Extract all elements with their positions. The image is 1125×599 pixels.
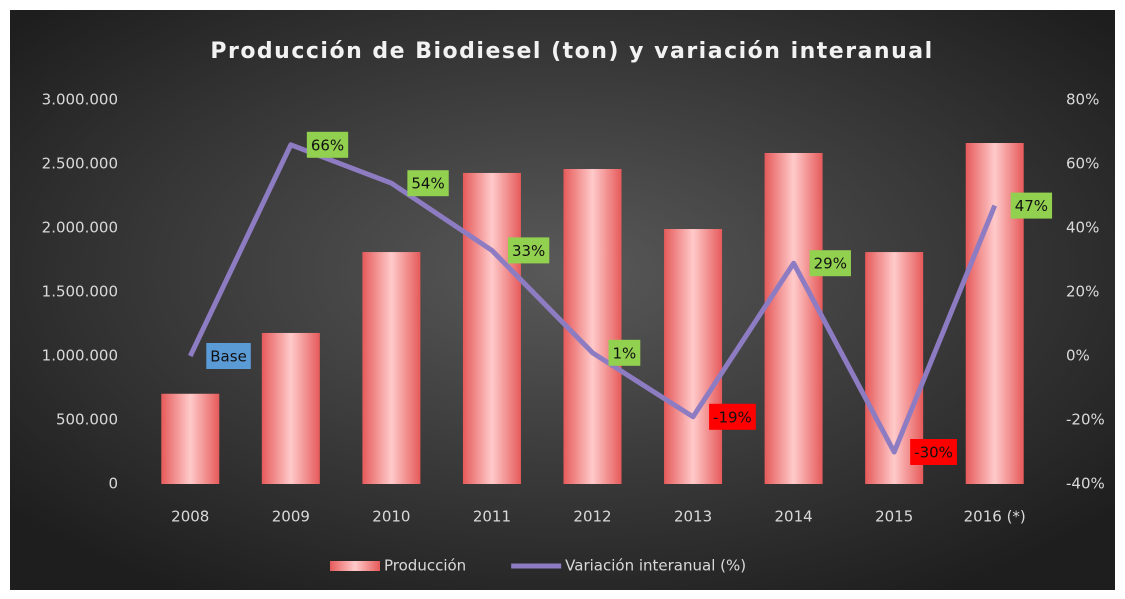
data-label: -30% — [910, 439, 957, 465]
data-label: 54% — [407, 170, 449, 197]
data-label: -19% — [709, 403, 756, 430]
y2-tick-label: 60% — [1066, 155, 1099, 173]
y2-tick-label: 80% — [1066, 91, 1099, 109]
data-label: 29% — [809, 250, 851, 277]
y-tick-label: 1.500.000 — [42, 283, 118, 301]
y-tick-label: 500.000 — [56, 411, 118, 429]
bar — [462, 172, 521, 484]
data-label-box — [206, 343, 251, 369]
data-label-text: Base — [210, 348, 247, 366]
y2-tick-label: 0% — [1066, 347, 1090, 365]
y2-tick-label: -40% — [1066, 475, 1105, 493]
data-label-box — [1010, 192, 1053, 219]
bar — [161, 393, 220, 484]
x-tick-label: 2015 — [875, 508, 913, 526]
data-label-text: 33% — [512, 242, 545, 260]
bar — [362, 252, 421, 484]
data-label-text: 54% — [411, 175, 444, 193]
chart-title: Producción de Biodiesel (ton) y variació… — [210, 39, 933, 64]
data-label: 47% — [1010, 192, 1053, 219]
data-label: 66% — [306, 131, 349, 158]
data-label-text: -19% — [713, 408, 752, 426]
data-label-box — [809, 250, 851, 277]
data-label-box — [306, 131, 349, 158]
x-tick-label: 2011 — [473, 508, 511, 526]
legend-label: Producción — [384, 557, 466, 575]
y-tick-label: 2.500.000 — [42, 155, 118, 173]
x-tick-label: 2012 — [573, 508, 611, 526]
bar — [563, 168, 622, 484]
x-tick-label: 2009 — [272, 508, 310, 526]
legend-swatch — [330, 561, 380, 571]
data-label: 1% — [608, 339, 641, 366]
y-tick-label: 3.000.000 — [42, 91, 118, 109]
data-label-box — [910, 439, 957, 465]
data-label-text: 1% — [613, 344, 637, 362]
data-label-box — [709, 403, 756, 430]
y-tick-label: 2.000.000 — [42, 219, 118, 237]
data-label-text: 66% — [311, 136, 344, 154]
x-tick-label: 2010 — [372, 508, 410, 526]
y-tick-label: 1.000.000 — [42, 347, 118, 365]
x-tick-label: 2008 — [171, 508, 209, 526]
bar — [764, 152, 823, 484]
x-tick-label: 2016 (*) — [964, 508, 1026, 526]
y2-tick-label: 40% — [1066, 219, 1099, 237]
y2-tick-label: 20% — [1066, 283, 1099, 301]
data-label-text: -30% — [914, 444, 953, 462]
data-label-box — [507, 237, 550, 264]
data-label-box — [407, 170, 449, 197]
legend-label: Variación interanual (%) — [565, 557, 746, 575]
data-label-text: 47% — [1015, 197, 1048, 215]
y-tick-label: 0 — [108, 475, 118, 493]
data-label-box — [608, 339, 641, 366]
data-label-text: 29% — [814, 255, 847, 273]
bar — [261, 332, 320, 484]
bar — [664, 229, 723, 484]
y2-tick-label: -20% — [1066, 411, 1105, 429]
data-label: 33% — [507, 237, 550, 264]
x-tick-label: 2013 — [674, 508, 712, 526]
chart-background — [10, 10, 1115, 590]
data-label: Base — [206, 343, 251, 369]
x-tick-label: 2014 — [775, 508, 813, 526]
